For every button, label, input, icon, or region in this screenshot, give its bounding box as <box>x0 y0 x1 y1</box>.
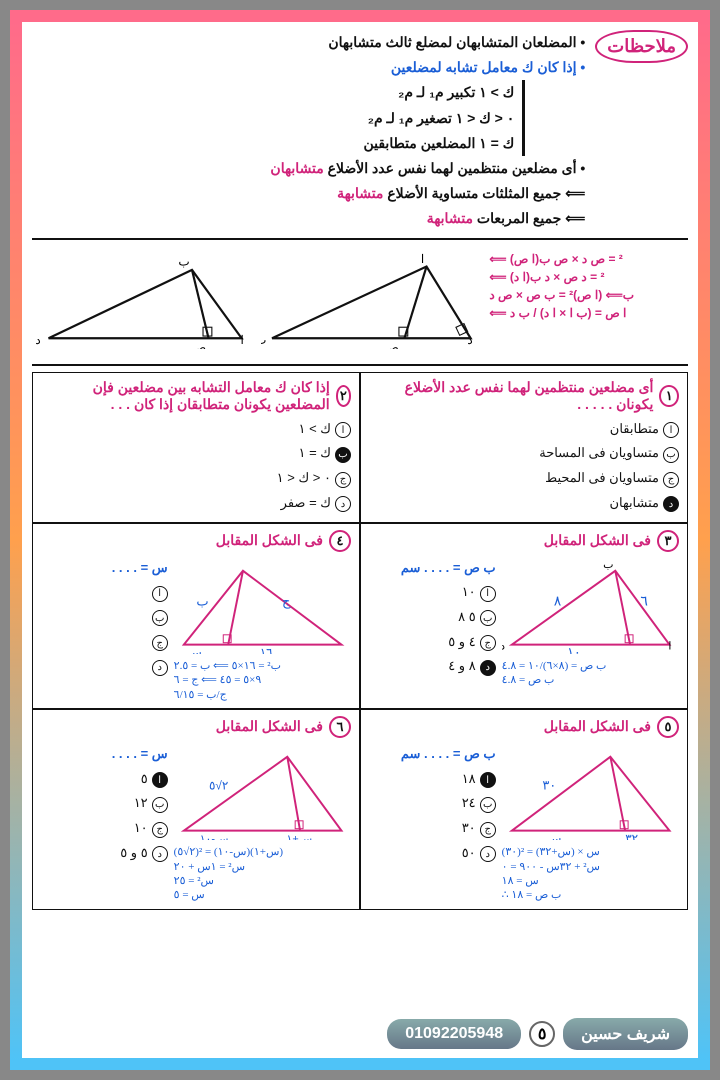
notes-header: ملاحظات • المضلعان المتشابهان لمضلع ثالث… <box>32 30 688 232</box>
q3-options: ب ص = . . . . سم ا١٠ ب٥ ٨ ج٤ و ٥ د٨ و ٤ <box>369 556 496 688</box>
note-line-2: • إذا كان ك معامل تشابه لمضلعين <box>32 55 585 80</box>
q4-text: فى الشكل المقابل <box>216 532 323 549</box>
triangle-diagram-1: ا ب د ص <box>261 250 482 354</box>
svg-text:د: د <box>467 332 472 346</box>
q4-work: ب² = ١٦×٥ ⟸ ب = ٢.٥ ٩×٥ = ٤٥ ⟸ ج = ٦ ج/ب… <box>174 659 351 702</box>
svg-text:س: س <box>546 831 560 840</box>
svg-text:ص: ص <box>192 340 207 349</box>
q4-options: س = . . . . ا ب ج د <box>41 556 168 702</box>
q5-num: ٥ <box>657 716 679 738</box>
svg-text:ب: ب <box>603 558 613 570</box>
q2-options: اك > ١ بك = ١ ج٠ < ك < ١ دك = صفر <box>41 417 351 516</box>
note-line-3: • أى مضلعين منتظمين لهما نفس عدد الأضلاع… <box>32 156 585 181</box>
svg-text:ا: ا <box>421 252 424 266</box>
q5-triangle: ٣٠ ٣٢ س (٣٠)² = س × (س+٣٢) س² + ٣٢س - ٩٠٠ … <box>502 742 679 903</box>
q6-options: س = . . . . ا٥ ب١٢ ج١٠ د٥ و ٥ <box>41 742 168 903</box>
diagram-row: ⟸ (ا ص)² = ص د × ص ب ⟸ (ا د)² = د ص × د … <box>32 246 688 358</box>
q6-triangle: ٢√٥ س-١٠ س+١ (٢√٥)² = (س-١٠)(س+١) س² = ١س … <box>174 742 351 903</box>
svg-text:ب: ب <box>178 254 189 268</box>
svg-text:٦: ٦ <box>640 593 647 608</box>
q5-options: ب ص = . . . . سم ا١٨ ب٢٤ ج٣٠ د٥٠ <box>369 742 496 903</box>
q5-work: (٣٠)² = س × (س+٣٢) س² + ٣٢س - ٩٠٠ = ٠ س … <box>502 845 679 902</box>
q2-num: ٢ <box>336 385 351 407</box>
worksheet-page: ملاحظات • المضلعان المتشابهان لمضلع ثالث… <box>10 10 710 1070</box>
author-name: شريف حسين <box>563 1018 688 1050</box>
svg-text:د: د <box>35 332 40 346</box>
q1-cell: ١ أى مضلعين منتظمين لهما نفس عدد الأضلاع … <box>360 372 688 523</box>
note-line-4: ⟸ جميع المثلثات متساوية الأضلاع متشابهة <box>32 181 585 206</box>
bracket-cases: ك > ١ تكبير م₁ لـ م₂ ٠ < ك < ١ تصغير م₁ … <box>32 80 525 156</box>
svg-text:٣٢: ٣٢ <box>625 831 638 840</box>
q3-triangle: ٨ ٦ ١٠ ب د ا ب ص = (٨×٦)/١٠ = ٤.٨ ب ص = ٤.٨ <box>502 556 679 688</box>
q3-cell: ٣ فى الشكل المقابل ٨ ٦ ١٠ ب د ا ب ص = (٨×٦)/١٠… <box>360 523 688 709</box>
svg-text:ب: ب <box>196 593 208 608</box>
page-number: ٥ <box>529 1021 555 1047</box>
triangle-diagram-2: ب د ا ص <box>32 250 253 354</box>
q1-options: امتطابقان بمتساويان فى المساحة جمتساويان… <box>369 417 679 516</box>
case-3: ك = ١ المضلعين متطابقين <box>32 131 514 156</box>
svg-text:٨: ٨ <box>553 593 561 608</box>
question-grid: ١ أى مضلعين منتظمين لهما نفس عدد الأضلاع … <box>32 372 688 910</box>
svg-text:٣٠: ٣٠ <box>542 777 556 792</box>
footer: شريف حسين ٥ 01092205948 <box>32 1018 688 1050</box>
notes-badge: ملاحظات <box>595 30 688 63</box>
svg-text:ا: ا <box>668 640 671 652</box>
q2-text: إذا كان ك معامل التشابه بين مضلعين فإن ا… <box>41 379 330 413</box>
q5-cell: ٥ فى الشكل المقابل ٣٠ ٣٢ س (٣٠)² = س × (س+٣… <box>360 709 688 910</box>
svg-text:س-١٠: س-١٠ <box>199 833 227 840</box>
q4-cell: ٤ فى الشكل المقابل ب ج س ١٦ ب² = ١٦×٥ ⟸ ب = … <box>32 523 360 709</box>
svg-text:٢√٥: ٢√٥ <box>209 778 228 792</box>
note-line-5: ⟸ جميع المربعات متشابهة <box>32 206 585 231</box>
divider-2 <box>32 364 688 366</box>
q6-text: فى الشكل المقابل <box>216 718 323 735</box>
svg-text:ب: ب <box>261 332 267 346</box>
note-line-1: • المضلعان المتشابهان لمضلع ثالث متشابها… <box>32 30 585 55</box>
svg-text:١٠: ١٠ <box>567 644 581 654</box>
q4-triangle: ب ج س ١٦ ب² = ١٦×٥ ⟸ ب = ٢.٥ ٩×٥ = ٤٥ ⟸ ج =… <box>174 556 351 702</box>
q6-cell: ٦ فى الشكل المقابل ٢√٥ س-١٠ س+١ (٢√٥)² = (س… <box>32 709 360 910</box>
q2-cell: ٢ إذا كان ك معامل التشابه بين مضلعين فإن … <box>32 372 360 523</box>
svg-text:ص: ص <box>384 340 399 349</box>
case-2: ٠ < ك < ١ تصغير م₁ لـ م₂ <box>32 106 514 131</box>
q3-text: فى الشكل المقابل <box>544 532 651 549</box>
q1-text: أى مضلعين منتظمين لهما نفس عدد الأضلاع ي… <box>369 379 653 413</box>
q6-num: ٦ <box>329 716 351 738</box>
svg-text:د: د <box>502 640 505 652</box>
q4-num: ٤ <box>329 530 351 552</box>
case-1: ك > ١ تكبير م₁ لـ م₂ <box>32 80 514 105</box>
notes-body: • المضلعان المتشابهان لمضلع ثالث متشابها… <box>32 30 585 232</box>
q5-text: فى الشكل المقابل <box>544 718 651 735</box>
divider-1 <box>32 238 688 240</box>
svg-text:١٦: ١٦ <box>259 645 272 654</box>
phone-number: 01092205948 <box>387 1019 521 1049</box>
q3-work: ب ص = (٨×٦)/١٠ = ٤.٨ ب ص = ٤.٨ <box>502 659 679 688</box>
q1-num: ١ <box>659 385 679 407</box>
svg-text:س+١: س+١ <box>286 833 311 840</box>
q6-work: (٢√٥)² = (س-١٠)(س+١) س² = ١س + ٢٠ س² = ٢… <box>174 845 351 902</box>
svg-text:ا: ا <box>240 332 243 346</box>
svg-text:س: س <box>187 645 201 654</box>
svg-text:ج: ج <box>282 593 291 609</box>
equations: ⟸ (ا ص)² = ص د × ص ب ⟸ (ا د)² = د ص × د … <box>489 250 688 354</box>
q3-num: ٣ <box>657 530 679 552</box>
